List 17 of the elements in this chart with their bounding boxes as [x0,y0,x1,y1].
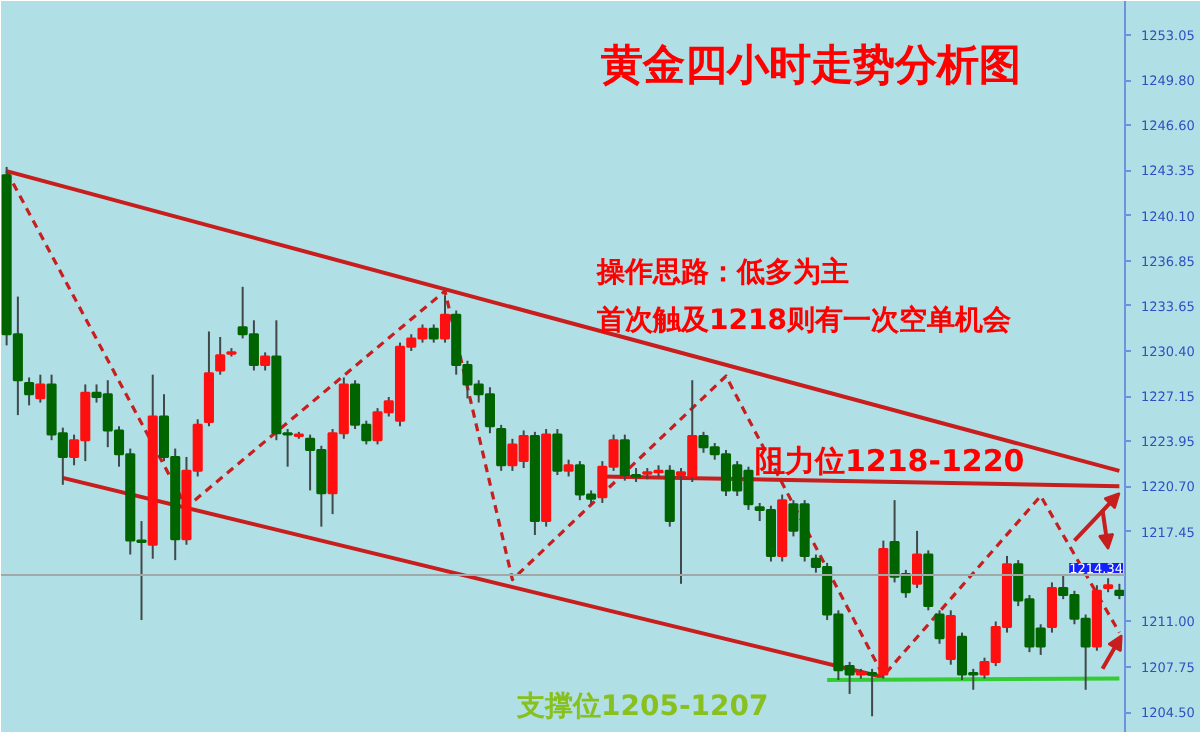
candlestick [439,294,451,344]
candlestick [24,376,35,407]
candlestick [912,529,923,589]
annotation: 首次触及1218则有一次空单机会 [595,303,1013,337]
candlestick [1046,581,1057,634]
candlestick [428,323,439,344]
annotation: 阻力位1218-1220 [755,443,1025,479]
candlestick [867,667,878,718]
candlestick [945,609,956,666]
candlestick [260,351,271,372]
candlestick [496,423,507,472]
annotation: 支撑位1205-1207 [515,691,769,723]
text: 黄金四小时走势分析图 [599,41,1021,89]
candlestick [35,373,46,404]
annotation: 操作思路：低多为主 [595,255,849,289]
candlestick [552,428,563,477]
candlestick [934,609,945,645]
